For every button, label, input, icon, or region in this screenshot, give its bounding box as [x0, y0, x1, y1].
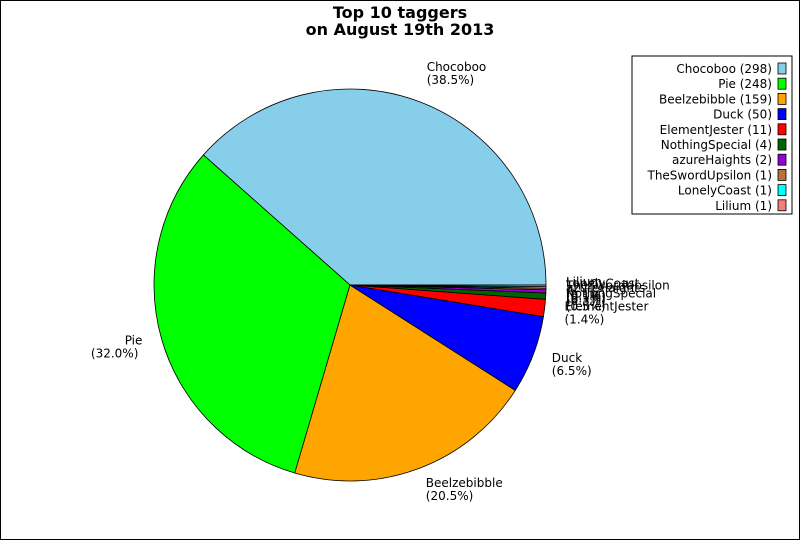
chart-title-line-1: Top 10 taggers [333, 3, 467, 22]
legend-swatch-duck [777, 108, 787, 120]
legend-swatch-elementjester [777, 123, 787, 136]
legend-swatch-lonelycoast [777, 184, 787, 197]
pie-slice-lilium [349, 284, 547, 287]
pie-slice-beelzebibble [294, 284, 516, 482]
slice-label-lonelycoast: LonelyCoast (0.1%) [566, 277, 640, 304]
legend-swatch-pie [777, 77, 787, 90]
slice-label-pie: Pie (32.0%) [91, 334, 142, 361]
legend-swatch-theswordupsilon [777, 168, 787, 181]
chart-title-line-2: on August 19th 2013 [306, 20, 495, 39]
chart-title: Top 10 taggers on August 19th 2013 [306, 3, 495, 39]
pie-slices [153, 88, 547, 482]
pie-slice-pie [153, 154, 351, 474]
slice-label-beelzebibble: Beelzebibble (20.5%) [426, 476, 503, 503]
legend-label-pie: Pie (248) [718, 77, 772, 91]
slice-label-chocoboo: Chocoboo (38.5%) [427, 60, 487, 87]
legend-swatch-beelzebibble [777, 93, 787, 105]
slice-labels: Chocoboo (38.5%) Pie (32.0%) Beelzebibble (20… [91, 60, 670, 503]
legend: Chocoboo (298)Pie (248)Beelzebibble (159… [631, 55, 793, 215]
legend-label-theswordupsilon: TheSwordUpsilon (1) [646, 168, 772, 182]
slice-label-theswordupsilon: TheSwordUpsilon (0.1%) [565, 278, 670, 305]
legend-label-chocoboo: Chocoboo (298) [676, 62, 772, 76]
legend-label-lilium: Lilium (1) [715, 199, 772, 213]
legend-swatch-chocoboo [777, 62, 787, 75]
slice-label-elementjester: ElementJester (1.4%) [565, 299, 649, 326]
pie-slice-chocoboo [202, 88, 547, 286]
legend-swatch-lilium [777, 199, 787, 212]
legend-label-lonelycoast: LonelyCoast (1) [678, 184, 772, 198]
legend-swatch-azurehaights [777, 153, 787, 166]
legend-label-beelzebibble: Beelzebibble (159) [659, 92, 772, 106]
legend-label-nothingspecial: NothingSpecial (4) [661, 138, 772, 152]
legend-label-elementjester: ElementJester (11) [660, 123, 772, 137]
slice-label-azurehaights: azureHaights (0.3%) [566, 281, 645, 308]
slice-label-duck: Duck (6.5%) [552, 351, 592, 378]
legend-label-duck: Duck (50) [713, 108, 772, 122]
legend-swatch-nothingspecial [777, 138, 787, 151]
slice-label-lilium: Lilium (0.1%) [566, 275, 606, 302]
legend-label-azurehaights: azureHaights (2) [672, 153, 772, 167]
slice-label-nothingspecial: NothingSpecial (0.5%) [566, 286, 656, 313]
legend-box [631, 55, 793, 215]
